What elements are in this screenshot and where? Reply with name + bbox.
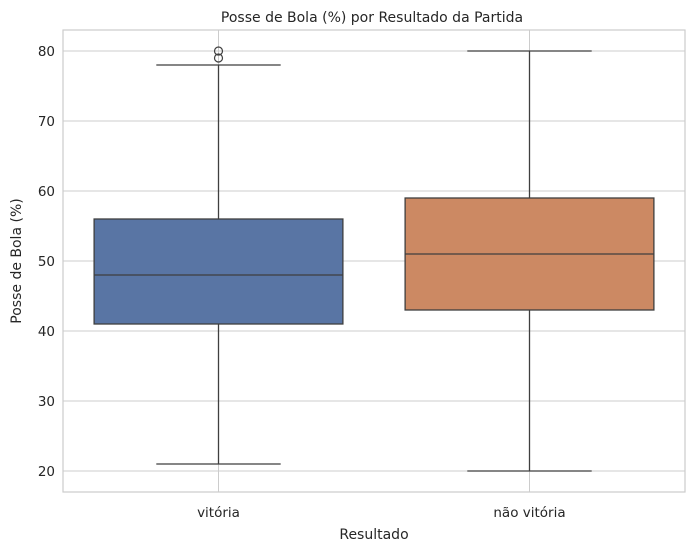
y-tick-label: 70 [38,114,55,130]
box-group [93,46,344,465]
y-tick-label: 80 [38,44,55,60]
iqr-box [93,218,344,325]
chart-title: Posse de Bola (%) por Resultado da Parti… [221,10,523,26]
x-axis-label: Resultado [339,527,408,543]
box-layer [93,46,655,472]
y-tick-label: 50 [38,254,55,270]
x-tick-label: vitória [197,505,240,521]
y-tick-label: 60 [38,184,55,200]
y-tick-label: 20 [38,464,55,480]
y-tick-label: 30 [38,394,55,410]
outlier-point [213,46,224,56]
box-group [404,50,655,472]
plot-frame [62,29,686,493]
x-tick-label: não vitória [493,505,565,521]
tick-labels: 20 30 40 50 60 70 80 vitória não vitória [38,44,566,521]
y-axis-label: Posse de Bola (%) [9,198,25,323]
outlier-point [213,53,224,63]
y-tick-label: 40 [38,324,55,340]
